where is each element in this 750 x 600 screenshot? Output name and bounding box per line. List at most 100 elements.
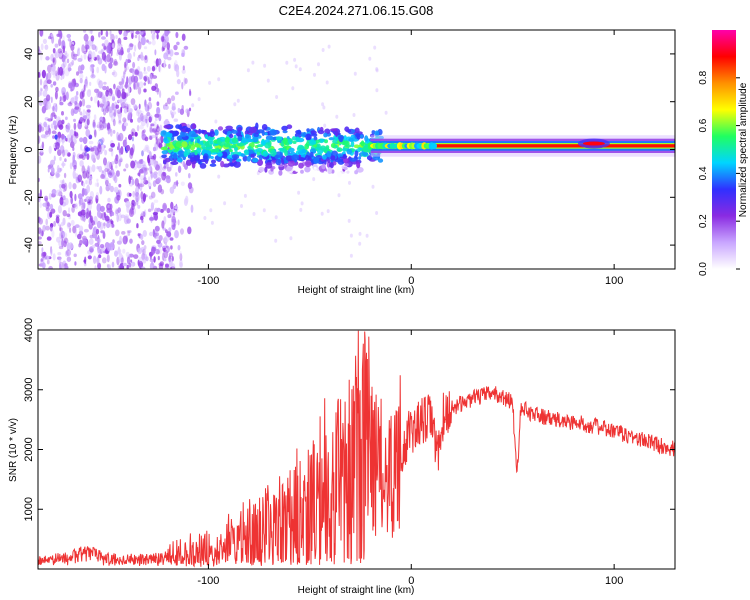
spectrogram-noise-cell xyxy=(151,246,156,255)
spectrogram-noise-cell xyxy=(134,44,137,52)
spectrogram-noise-cell xyxy=(180,181,185,187)
spectrogram-noise-cell xyxy=(61,90,65,96)
spectrogram-noise-cell xyxy=(91,164,96,173)
spectrogram-noise-cell xyxy=(313,72,316,77)
spectrogram-signal-cell xyxy=(354,150,359,157)
spectrogram-noise-cell xyxy=(38,71,41,78)
spectrogram-noise-cell xyxy=(170,201,174,210)
figure-title: C2E4.2024.271.06.15.G08 xyxy=(279,3,434,18)
spectrogram-noise-cell xyxy=(187,182,193,190)
spectrogram-noise-cell xyxy=(54,134,58,140)
spectrogram-signal-cell xyxy=(260,139,266,146)
spectrogram-signal-cell xyxy=(177,158,183,163)
spectrogram-noise-cell xyxy=(148,114,153,122)
spectrogram-noise-cell xyxy=(150,191,156,199)
spectrogram-signal-cell xyxy=(210,156,214,159)
spectrogram-signal-cell xyxy=(207,135,214,143)
spectrogram-noise-cell xyxy=(76,71,79,76)
spectrogram-noise-cell xyxy=(100,30,103,36)
spectrogram-noise-cell xyxy=(233,102,237,107)
colorbar-scale xyxy=(712,30,736,269)
spectrogram-noise-cell xyxy=(118,252,123,262)
spectrogram-noise-cell xyxy=(41,247,44,253)
spectrogram-noise-cell xyxy=(96,151,100,160)
spectrogram-signal-cell xyxy=(269,129,278,136)
spectrogram-noise-cell xyxy=(79,100,83,107)
spectrogram-noise-cell xyxy=(70,219,75,226)
spectrogram-noise-cell xyxy=(78,154,84,159)
colorbar-label: Normalized spectral amplitude xyxy=(738,82,749,217)
spectrogram-noise-cell xyxy=(82,90,85,98)
spectrogram-signal-cell xyxy=(269,137,273,140)
spectrogram-noise-cell xyxy=(56,236,61,243)
spectrogram-noise-cell xyxy=(52,135,55,139)
spectrogram-signal-cell xyxy=(319,145,327,151)
spectrogram-noise-cell xyxy=(90,74,96,79)
spectrogram-noise-cell xyxy=(128,253,134,258)
spectrogram-noise-cell xyxy=(203,216,207,220)
spectrogram-noise-cell xyxy=(384,110,388,115)
spectrogram-noise-cell xyxy=(148,73,153,82)
spectrogram-signal-cell xyxy=(334,130,339,137)
spectrogram-noise-cell xyxy=(68,207,71,214)
spectrogram-noise-cell xyxy=(155,106,161,115)
spectrogram-noise-cell xyxy=(172,111,177,115)
spectrogram-noise-cell xyxy=(97,235,100,244)
spectrogram-noise-cell xyxy=(298,67,302,72)
spectrogram-noise-cell xyxy=(122,248,126,254)
spectrogram-noise-cell xyxy=(48,145,52,154)
spectrogram-noise-cell xyxy=(132,61,136,69)
spectrogram-noise-cell xyxy=(59,156,62,161)
spectrogram-noise-cell xyxy=(97,141,102,146)
spectrogram-noise-cell xyxy=(38,135,41,144)
spectrogram-noise-cell xyxy=(294,64,298,69)
spectrogram-noise-cell xyxy=(139,168,144,174)
spectrogram-signal-cell xyxy=(201,143,206,150)
spectrogram-noise-cell xyxy=(84,168,87,174)
spectrogram-signal-cell xyxy=(244,134,250,139)
spectrogram-noise-cell xyxy=(348,180,351,185)
spectrogram-noise-cell xyxy=(182,65,185,71)
spectrogram-noise-cell xyxy=(125,66,129,71)
spectrogram-signal-cell xyxy=(258,166,265,173)
spectrogram-noise-cell xyxy=(147,182,152,188)
spectrogram-noise-cell xyxy=(118,114,122,122)
spectrogram-noise-cell xyxy=(98,80,103,89)
spectrogram-signal-cell xyxy=(282,137,288,145)
spectrogram-noise-cell xyxy=(46,259,50,265)
spectrogram-noise-cell xyxy=(147,101,153,110)
colorbar: 0.0 0.2 0.4 0.6 0.8 Normalized spectral ampl… xyxy=(698,30,749,276)
spectrogram-noise-cell xyxy=(94,265,97,269)
spectrogram-noise-cell xyxy=(142,248,147,255)
spectrogram-y-label: Frequency (Hz) xyxy=(8,116,19,185)
spectrogram-noise-cell xyxy=(163,52,169,60)
spectrogram-panel: -100 0 100 -40 -20 0 20 40 Height of straight l… xyxy=(8,29,676,296)
spectrogram-signal-cell xyxy=(305,133,312,141)
y-tick-label: 3000 xyxy=(23,378,35,402)
spectrogram-noise-cell xyxy=(52,81,57,86)
spectrogram-noise-cell xyxy=(93,255,97,264)
spectrogram-noise-cell xyxy=(40,88,43,92)
spectrogram-noise-cell xyxy=(139,183,145,188)
spectrogram-noise-cell xyxy=(131,178,135,186)
spectrogram-noise-cell xyxy=(375,88,379,93)
spectrogram-noise-cell xyxy=(169,237,174,241)
spectrogram-noise-cell xyxy=(274,215,278,220)
spectrogram-noise-cell xyxy=(86,89,92,98)
spectrogram-noise-cell xyxy=(149,252,152,260)
spectrogram-noise-cell xyxy=(82,215,85,222)
spectrogram-noise-cell xyxy=(75,229,78,238)
spectrogram-noise-cell xyxy=(124,102,128,107)
spectrogram-noise-cell xyxy=(117,248,122,254)
spectrogram-noise-cell xyxy=(285,60,289,65)
spectrogram-noise-cell xyxy=(165,229,168,234)
spectrogram-noise-cell xyxy=(73,166,77,172)
spectrogram-noise-cell xyxy=(105,179,109,186)
spectrogram-noise-cell xyxy=(53,220,56,227)
spectrogram-noise-cell xyxy=(167,50,171,55)
spectrogram-noise-cell xyxy=(66,58,70,64)
spectrogram-noise-cell xyxy=(120,214,126,219)
spectrogram-noise-cell xyxy=(133,254,139,259)
spectrogram-signal-cell xyxy=(304,166,311,173)
spectrogram-noise-cell xyxy=(50,247,53,256)
